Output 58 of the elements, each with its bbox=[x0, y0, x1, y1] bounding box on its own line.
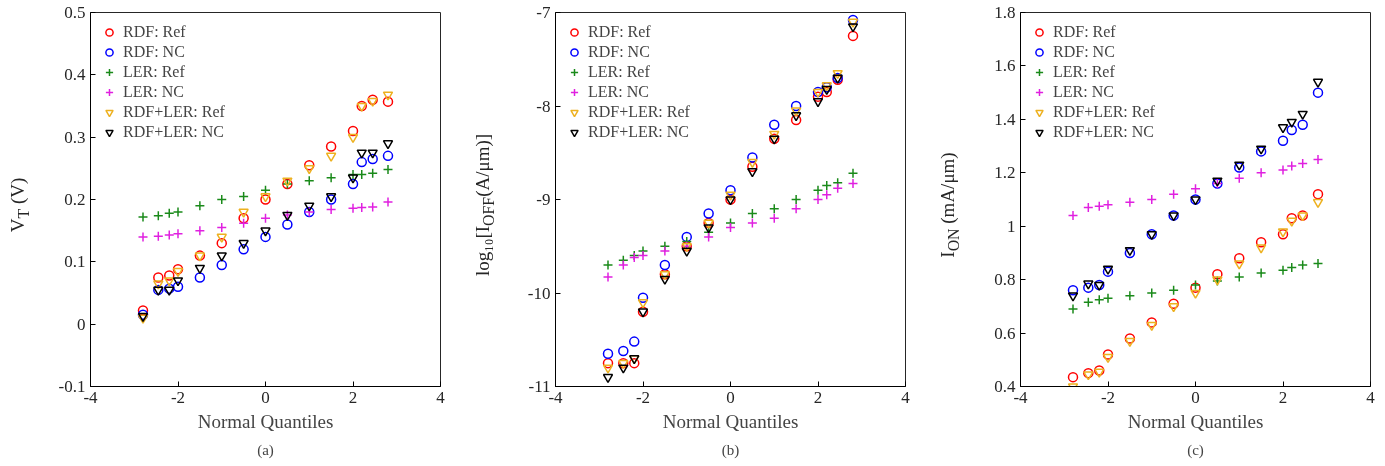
legend-label: RDF+LER: NC bbox=[1053, 123, 1155, 141]
y-tick-label: 1 bbox=[1007, 216, 1016, 236]
legend-label: RDF: NC bbox=[1053, 43, 1115, 61]
x-axis-title: Normal Quantiles bbox=[197, 410, 334, 432]
y-tick-label: -8 bbox=[536, 96, 551, 116]
legend-label: RDF: Ref bbox=[123, 23, 186, 41]
y-tick-label: 1.2 bbox=[994, 163, 1016, 183]
legend-label: RDF+LER: NC bbox=[588, 123, 690, 141]
y-tick-label: -9 bbox=[536, 190, 551, 209]
legend-label: RDF+LER: Ref bbox=[1053, 103, 1155, 121]
x-tick-label: 4 bbox=[1366, 387, 1376, 407]
y-tick-label: 1.4 bbox=[994, 109, 1016, 129]
x-tick-label: -4 bbox=[83, 387, 99, 407]
y-tick-label: 1.6 bbox=[994, 56, 1016, 76]
y-tick-label: -7 bbox=[536, 3, 551, 22]
x-tick-label: -4 bbox=[548, 387, 564, 407]
legend-label: RDF: Ref bbox=[588, 23, 651, 41]
y-tick-label: 0.6 bbox=[994, 323, 1016, 343]
legend-label: RDF: NC bbox=[588, 43, 650, 61]
x-tick-label: 2 bbox=[348, 387, 358, 407]
x-axis-title: Normal Quantiles bbox=[662, 410, 799, 432]
y-tick-label: 0.3 bbox=[64, 127, 86, 147]
x-tick-label: 4 bbox=[436, 387, 446, 407]
legend-label: RDF+LER: Ref bbox=[588, 103, 690, 121]
x-tick-label: 2 bbox=[1278, 387, 1288, 407]
legend-label: RDF+LER: Ref bbox=[123, 103, 225, 121]
y-tick-label: -11 bbox=[528, 377, 551, 396]
y-tick-label: 0.1 bbox=[64, 252, 86, 272]
y-tick-label: 0.2 bbox=[64, 190, 86, 209]
x-tick-label: 4 bbox=[901, 387, 911, 407]
legend-label: LER: NC bbox=[1053, 83, 1114, 101]
legend-label: RDF+LER: NC bbox=[123, 123, 225, 141]
x-tick-label: -2 bbox=[1100, 387, 1116, 407]
x-tick-label: 0 bbox=[261, 387, 270, 407]
text: (c) bbox=[1187, 441, 1204, 459]
legend-label: LER: Ref bbox=[588, 63, 650, 81]
text: (a) bbox=[257, 441, 274, 459]
y-tick-label: 0.5 bbox=[64, 3, 86, 22]
legend-label: RDF: Ref bbox=[1053, 23, 1116, 41]
y-tick-label: 1.8 bbox=[994, 3, 1016, 22]
x-axis-title: Normal Quantiles bbox=[1127, 410, 1264, 432]
y-tick-label: 0.8 bbox=[994, 270, 1016, 290]
legend-label: RDF: NC bbox=[123, 43, 185, 61]
legend-label: LER: Ref bbox=[1053, 63, 1115, 81]
x-tick-label: -2 bbox=[635, 387, 651, 407]
y-tick-label: -10 bbox=[527, 283, 551, 303]
x-tick-label: 0 bbox=[726, 387, 735, 407]
text: (b) bbox=[721, 441, 740, 459]
x-tick-label: -2 bbox=[170, 387, 186, 407]
y-tick-label: 0 bbox=[77, 314, 86, 334]
y-tick-label: -0.1 bbox=[58, 377, 86, 396]
x-tick-label: 0 bbox=[1191, 387, 1200, 407]
legend-label: LER: NC bbox=[588, 83, 649, 101]
legend-label: LER: NC bbox=[123, 83, 184, 101]
legend-label: LER: Ref bbox=[123, 63, 185, 81]
x-tick-label: 2 bbox=[813, 387, 823, 407]
y-tick-label: 0.4 bbox=[64, 65, 86, 85]
y-tick-label: 0.4 bbox=[994, 377, 1016, 396]
